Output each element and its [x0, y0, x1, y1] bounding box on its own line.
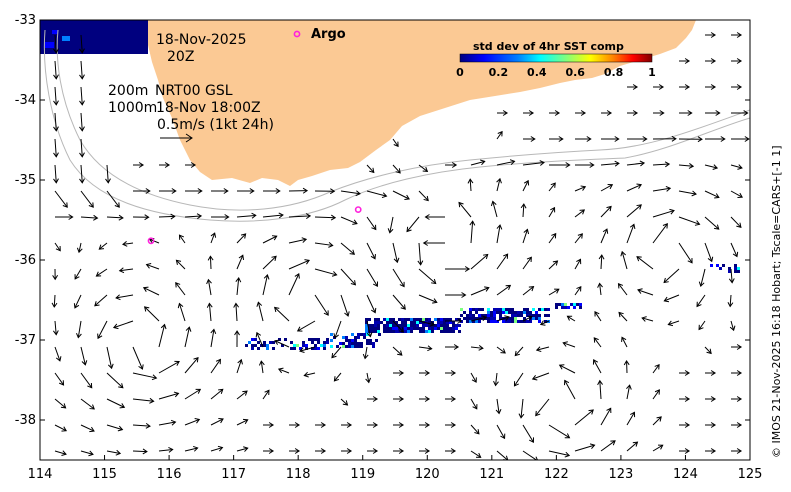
y-tick-label-0: -33 [15, 13, 36, 28]
colorbar-tick-5: 1 [648, 66, 656, 79]
sst-stddev-patches [245, 264, 740, 350]
x-tick-label-3: 117 [221, 467, 246, 482]
contour-1000m [43, 29, 750, 222]
scale-label: 0.5m/s (1kt 24h) [157, 117, 274, 133]
plot-border [39, 19, 751, 461]
sst-patch-northwest [40, 20, 148, 54]
colorbar-tick-4: 0.8 [604, 66, 624, 79]
hour-label: 20Z [167, 49, 194, 65]
date-label: 18-Nov-2025 [156, 32, 247, 48]
x-tick-label-5: 119 [350, 467, 375, 482]
product-label: NRT00 GSL [155, 83, 233, 99]
y-tick-label-2: -35 [15, 173, 36, 188]
argo-floats [147, 206, 362, 245]
y-tick-label-3: -36 [15, 253, 36, 268]
scale-arrow [160, 133, 193, 143]
current-vectors [51, 32, 750, 460]
depth2-label: 1000m [108, 100, 157, 116]
colorbar-tick-2: 0.4 [527, 66, 547, 79]
x-tick-label-8: 122 [544, 467, 569, 482]
colorbar-title: std dev of 4hr SST comp [473, 40, 624, 53]
argo-legend-label: Argo [311, 27, 346, 42]
x-tick-label-11: 125 [738, 467, 763, 482]
colorbar [459, 53, 653, 63]
argo-float-marker [354, 206, 362, 213]
argo-legend-marker [293, 30, 301, 38]
x-tick-label-1: 115 [92, 467, 117, 482]
x-tick-label-6: 120 [415, 467, 440, 482]
x-tick-label-7: 121 [479, 467, 504, 482]
colorbar-tick-3: 0.6 [565, 66, 585, 79]
contour-200m [56, 29, 750, 211]
argo-float-marker [147, 237, 155, 245]
y-tick-label-1: -34 [15, 93, 36, 108]
x-tick-label-4: 118 [286, 467, 311, 482]
colorbar-tick-1: 0.2 [489, 66, 509, 79]
colorbar-ticks: 0 0.2 0.4 0.6 0.8 1 [456, 66, 656, 79]
x-tick-label-2: 116 [157, 467, 182, 482]
x-tick-label-0: 114 [28, 467, 53, 482]
time-label: 18-Nov 18:00Z [156, 100, 261, 116]
x-tick-label-10: 124 [673, 467, 698, 482]
y-axis-ticks: -33 -34 -35 -36 -37 -38 [15, 13, 750, 428]
depth-label: 200m [108, 83, 148, 99]
y-tick-label-4: -37 [15, 333, 36, 348]
x-tick-label-9: 123 [608, 467, 633, 482]
credit-text: © IMOS 21-Nov-2025 16:18 Hobart; Tscale=… [770, 146, 783, 458]
colorbar-tick-0: 0 [456, 66, 464, 79]
y-tick-label-5: -38 [15, 413, 36, 428]
x-axis-ticks: 114 115 116 117 118 119 120 121 122 123 124 125 [28, 455, 763, 482]
